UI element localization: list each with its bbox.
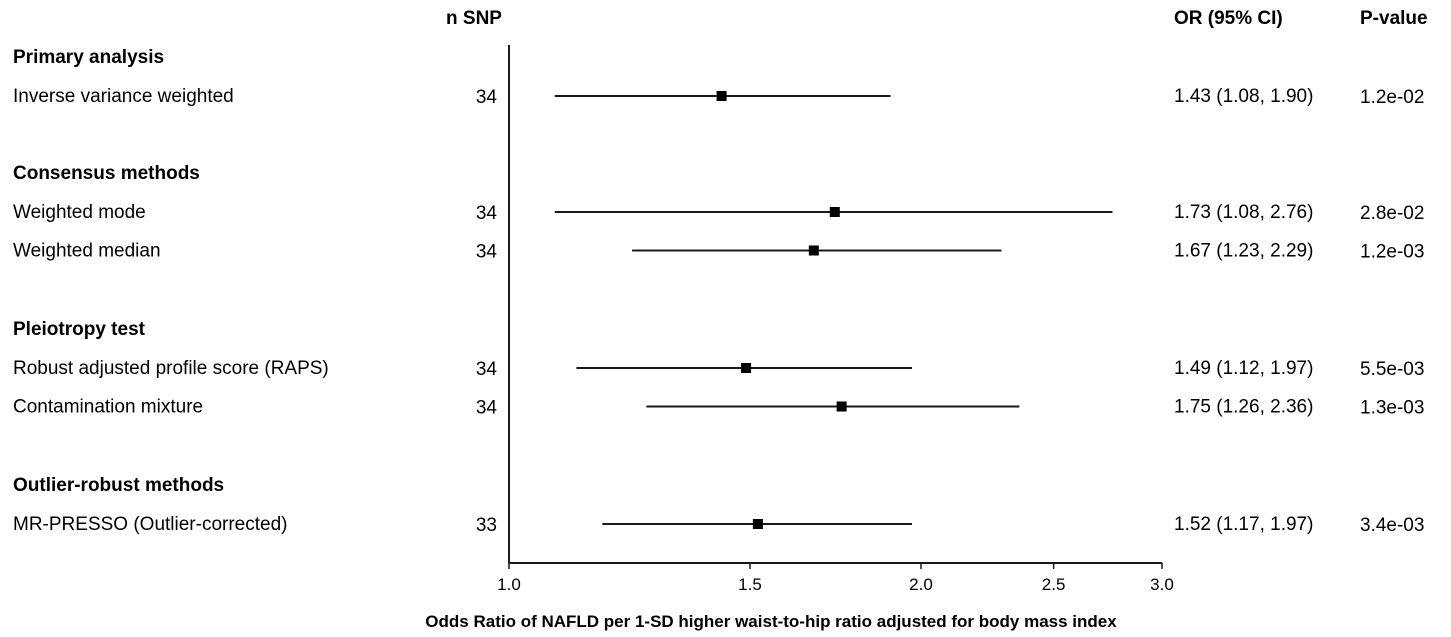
or-point [716,91,727,101]
x-tick-label: 1.5 [738,575,762,594]
p-value: 5.5e-03 [1360,359,1424,380]
p-value: 3.4e-03 [1360,515,1424,536]
p-value: 1.2e-03 [1360,242,1424,263]
n-snp-value: 34 [476,242,498,263]
p-value: 2.8e-02 [1360,203,1424,224]
or-ci-value: 1.43 (1.08, 1.90) [1174,86,1313,107]
p-value: 1.3e-03 [1360,398,1424,419]
method-label: Inverse variance weighted [13,86,234,107]
header-p-value: P-value [1360,8,1428,29]
group-title: Consensus methods [13,163,200,184]
x-tick-label: 2.5 [1042,575,1066,594]
method-label: Contamination mixture [13,397,203,418]
method-label: MR-PRESSO (Outlier-corrected) [13,514,288,535]
n-snp-value: 34 [476,203,498,224]
group-title: Primary analysis [13,47,164,68]
forest-rows: Primary analysis Inverse variance weighte… [13,47,1424,536]
n-snp-value: 34 [476,87,498,108]
x-tick-label: 2.0 [909,575,933,594]
or-point [829,207,840,217]
header-n-snp: n SNP [446,8,502,29]
header-or-ci: OR (95% CI) [1174,8,1283,29]
method-label: Weighted median [13,241,161,262]
n-snp-value: 34 [476,359,498,380]
x-axis-label: Odds Ratio of NAFLD per 1-SD higher wais… [425,612,1117,631]
or-ci-value: 1.75 (1.26, 2.36) [1174,397,1313,418]
p-value: 1.2e-02 [1360,87,1424,108]
or-point [836,401,847,412]
n-snp-value: 33 [476,515,497,536]
or-point [808,245,819,256]
group-title: Pleiotropy test [13,319,146,340]
or-ci-value: 1.52 (1.17, 1.97) [1174,514,1313,535]
or-ci-value: 1.73 (1.08, 2.76) [1174,202,1313,223]
x-axis-ticks: 1.0 1.5 2.0 2.5 3.0 [497,563,1174,594]
or-ci-value: 1.67 (1.23, 2.29) [1174,241,1313,262]
x-tick-label: 3.0 [1150,575,1174,594]
n-snp-value: 34 [476,398,498,419]
or-point [752,519,763,529]
group-title: Outlier-robust methods [13,475,224,496]
or-point [741,363,752,373]
method-label: Robust adjusted profile score (RAPS) [13,358,329,379]
method-label: Weighted mode [13,202,146,223]
or-ci-value: 1.49 (1.12, 1.97) [1174,358,1313,379]
x-tick-label: 1.0 [497,575,521,594]
